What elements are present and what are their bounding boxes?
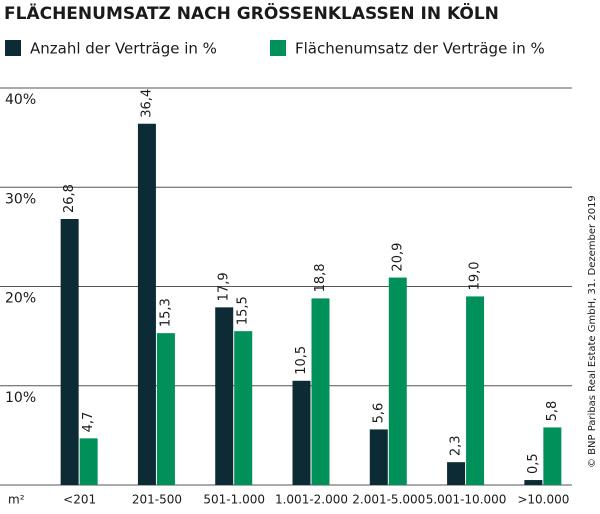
bar: [369, 429, 388, 485]
x-tick-label: 2.001-5.000: [352, 493, 425, 507]
bar: [388, 277, 407, 485]
bar: [524, 480, 543, 485]
bar: [543, 427, 562, 485]
bar: [79, 438, 98, 485]
source: © BNP Paribas Real Estate GmbH, 31. Deze…: [587, 195, 598, 468]
x-tick-label: 201-500: [132, 493, 182, 507]
value-label: 19,0: [468, 261, 483, 290]
value-label: 2,3: [449, 435, 464, 456]
bar: [311, 298, 330, 485]
value-label: 0,5: [526, 453, 541, 474]
bar: [137, 123, 156, 485]
y-tick-label: 40%: [5, 92, 36, 108]
bar: [466, 296, 485, 485]
value-label: 15,3: [158, 298, 173, 327]
chart-title: FLÄCHENUMSATZ NACH GRÖSSENKLASSEN IN KÖL…: [4, 2, 499, 24]
bar: [292, 380, 311, 485]
bar: [60, 219, 79, 485]
value-label: 20,9: [390, 243, 405, 272]
y-tick-label: 10%: [5, 390, 36, 406]
bar: [234, 331, 253, 485]
bar: [447, 462, 466, 485]
legend-label: Flächenumsatz der Verträge in %: [295, 40, 545, 58]
value-label: 5,6: [371, 403, 386, 424]
x-tick-label: 501-1.000: [203, 493, 265, 507]
value-label: 15,5: [236, 296, 251, 325]
y-tick-label: 20%: [5, 291, 36, 307]
value-label: 5,8: [545, 401, 560, 422]
x-tick-label: 5.001-10.000: [426, 493, 507, 507]
value-label: 36,4: [139, 89, 154, 118]
bar: [156, 333, 175, 485]
legend-swatch: [5, 40, 21, 56]
legend-label: Anzahl der Verträge in %: [30, 40, 217, 58]
legend-swatch: [270, 40, 286, 56]
bar: [215, 307, 234, 485]
x-tick-label: 1.001-2.000: [275, 493, 348, 507]
value-label: 4,7: [81, 412, 96, 433]
value-label: 17,9: [217, 272, 232, 301]
value-label: 18,8: [313, 263, 328, 292]
x-tick-label: <201: [63, 493, 96, 507]
value-label: 10,5: [294, 346, 309, 375]
x-axis-label: m²: [8, 493, 25, 507]
y-tick-label: 30%: [5, 191, 36, 207]
value-label: 26,8: [62, 184, 77, 213]
x-tick-label: >10.000: [517, 493, 569, 507]
